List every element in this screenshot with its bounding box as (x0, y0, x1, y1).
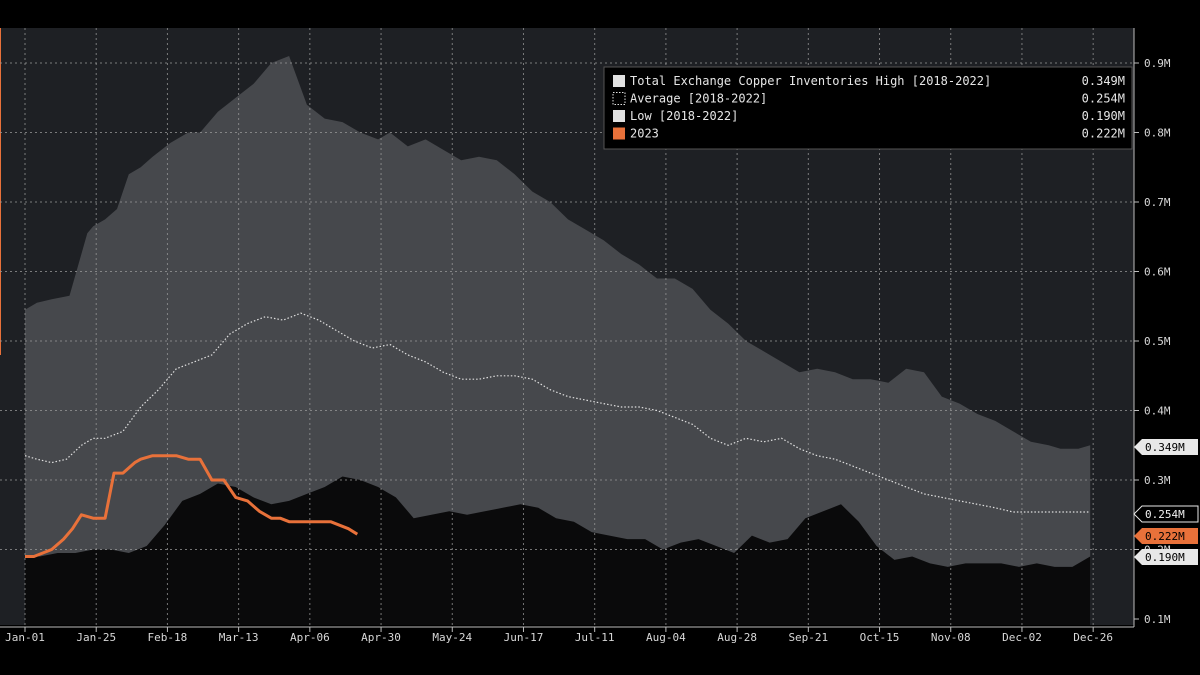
legend-label: Low [2018-2022] (630, 109, 738, 123)
y-tick-label: 0.9M (1144, 57, 1171, 70)
y-tick-label: 0.3M (1144, 474, 1171, 487)
last-value-tags: 0.349M 0.254M 0.222M 0.190M (1133, 439, 1199, 565)
band-layer (25, 56, 1091, 625)
x-tick-label: Jun-17 (504, 631, 544, 644)
tag-label: 0.222M (1145, 530, 1185, 543)
tick-labels: Jan-01 Jan-25 Feb-18 Mar-13 Apr-06 Apr-30 May-… (5, 57, 1171, 644)
x-tick-label: Aug-04 (646, 631, 686, 644)
tag-label: 0.254M (1145, 508, 1185, 521)
legend-swatch (612, 92, 626, 105)
legend: Total Exchange Copper Inventories High [… (603, 66, 1133, 150)
legend-item-y2023: 2023 0.222M (613, 127, 1125, 141)
high-band-area (25, 56, 1091, 625)
legend-swatch (613, 127, 625, 140)
x-tick-label: May-24 (432, 631, 472, 644)
legend-swatch (613, 110, 625, 122)
x-tick-label: Jul-11 (575, 631, 615, 644)
legend-value: 0.349M (1082, 74, 1125, 88)
axes-layer (0, 28, 1135, 628)
y-tick-label: 0.7M (1144, 196, 1171, 209)
x-tick-label: Oct-15 (860, 631, 900, 644)
last-value-tag-y2023: 0.222M (1134, 528, 1198, 544)
tag-shape (1134, 439, 1198, 455)
line-layer (24, 312, 1091, 558)
legend-label: 2023 (630, 127, 659, 141)
x-tick-label: Mar-13 (219, 631, 259, 644)
x-tick-label: Apr-30 (361, 631, 401, 644)
y-tick-label: 0.8M (1144, 127, 1171, 140)
legend-value: 0.222M (1082, 127, 1125, 141)
tag-shape (1134, 549, 1198, 565)
legend-item-low: Low [2018-2022] 0.190M (613, 109, 1125, 123)
x-tick-label: Jan-25 (76, 631, 116, 644)
x-tick-label: Dec-26 (1073, 631, 1113, 644)
last-value-tag-low: 0.190M (1134, 549, 1198, 565)
tag-shape (1134, 528, 1198, 544)
legend-box (603, 66, 1133, 150)
x-tick-label: Apr-06 (290, 631, 330, 644)
legend-item-avg: Average [2018-2022] 0.254M (612, 92, 1125, 106)
y-tick-label: 0.5M (1144, 335, 1171, 348)
x-tick-label: Sep-21 (788, 631, 828, 644)
x-tick-label: Dec-02 (1002, 631, 1042, 644)
last-value-tag-high: 0.349M (1134, 439, 1198, 455)
y-tick-label: 0.4M (1144, 405, 1171, 418)
tag-label: 0.190M (1145, 551, 1185, 564)
y-tick-label: 0.1M (1144, 613, 1171, 626)
tag-label: 0.349M (1145, 441, 1185, 454)
series-2023-line (25, 454, 359, 558)
average-line (24, 312, 1091, 513)
legend-label: Total Exchange Copper Inventories High [… (630, 74, 991, 88)
legend-value: 0.190M (1082, 109, 1125, 123)
low-band-area (25, 476, 1091, 625)
x-tick-label: Jan-01 (5, 631, 45, 644)
tag-shape (1133, 505, 1199, 523)
legend-value: 0.254M (1082, 92, 1125, 106)
y-tick-label: 0.6M (1144, 266, 1171, 279)
legend-swatch (613, 75, 625, 87)
legend-label: Average [2018-2022] (630, 92, 767, 106)
x-tick-label: Nov-08 (931, 631, 971, 644)
x-tick-label: Aug-28 (717, 631, 757, 644)
x-tick-label: Feb-18 (148, 631, 188, 644)
last-value-tag-avg: 0.254M (1133, 505, 1199, 523)
legend-item-high: Total Exchange Copper Inventories High [… (613, 74, 1125, 88)
